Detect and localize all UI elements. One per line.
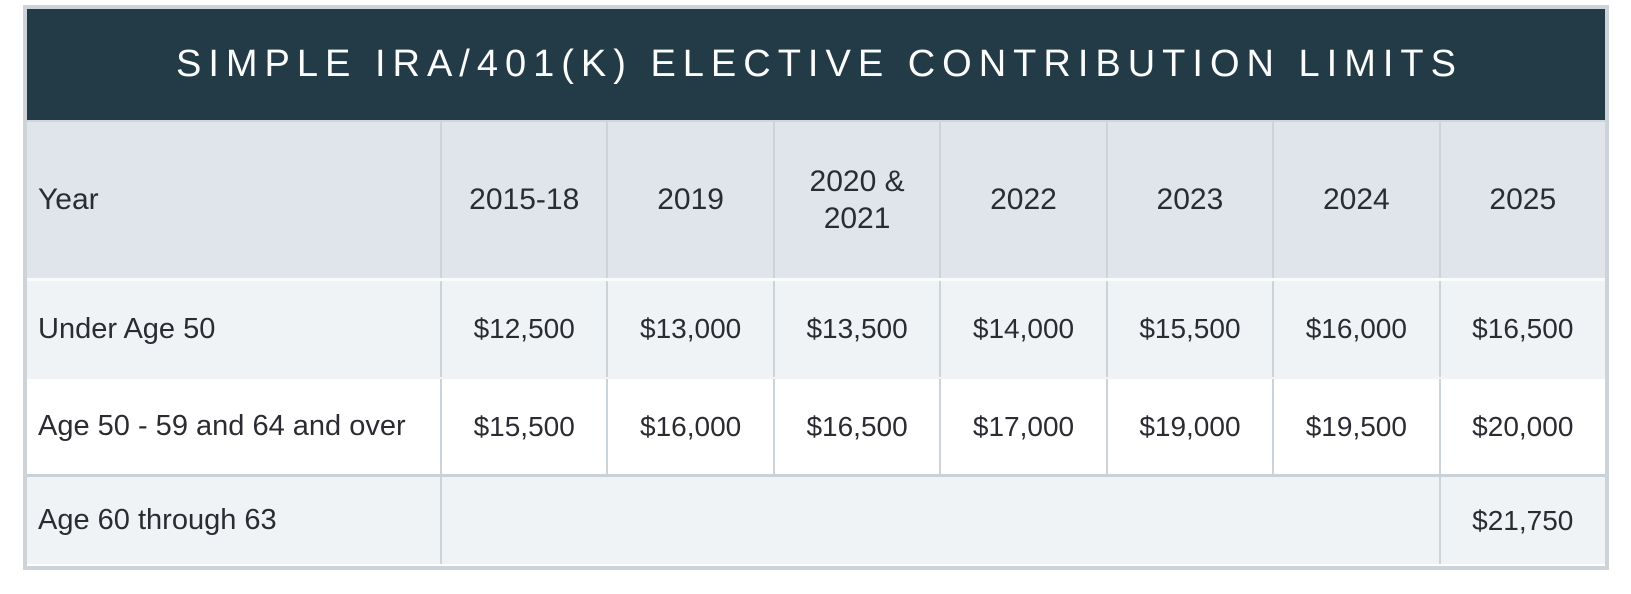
value-cell: $16,000 xyxy=(606,379,772,474)
value-cell: $17,000 xyxy=(939,379,1105,474)
table-row-under-age-50: Under Age 50 $12,500 $13,000 $13,500 $14… xyxy=(27,278,1605,377)
column-header-2020-2021: 2020 & 2021 xyxy=(772,122,939,278)
value-cell: $12,500 xyxy=(440,281,606,377)
value-cell: $14,000 xyxy=(939,281,1105,377)
table-row-age-60-through-63: Age 60 through 63 $21,750 xyxy=(27,474,1605,564)
value-cell: $16,500 xyxy=(772,379,939,474)
value-cell: $20,000 xyxy=(1438,379,1605,474)
value-cell: $15,500 xyxy=(1105,281,1272,377)
value-cell: $13,000 xyxy=(606,281,772,377)
column-header-year: Year xyxy=(38,183,99,216)
value-cell: $13,500 xyxy=(772,281,939,377)
column-header-2022: 2022 xyxy=(939,122,1105,278)
table-title-bar: SIMPLE IRA/401(K) ELECTIVE CONTRIBUTION … xyxy=(27,9,1605,120)
value-cell: $16,000 xyxy=(1272,281,1438,377)
value-cell: $15,500 xyxy=(440,379,606,474)
value-cell: $19,500 xyxy=(1272,379,1438,474)
row-label: Age 60 through 63 xyxy=(38,504,277,536)
value-cell: $19,000 xyxy=(1105,379,1272,474)
column-header-2023: 2023 xyxy=(1105,122,1272,278)
empty-merged-cell xyxy=(440,477,1439,564)
column-header-2025: 2025 xyxy=(1438,122,1605,278)
value-cell: $16,500 xyxy=(1438,281,1605,377)
table-row-age-50-59-and-64-over: Age 50 - 59 and 64 and over $15,500 $16,… xyxy=(27,377,1605,474)
table-title: SIMPLE IRA/401(K) ELECTIVE CONTRIBUTION … xyxy=(176,43,1463,85)
contribution-limits-table: SIMPLE IRA/401(K) ELECTIVE CONTRIBUTION … xyxy=(23,5,1609,570)
row-label: Age 50 - 59 and 64 and over xyxy=(38,410,406,442)
column-header-2024: 2024 xyxy=(1272,122,1438,278)
row-label: Under Age 50 xyxy=(38,312,216,345)
value-cell: $21,750 xyxy=(1438,477,1605,564)
table-header-row: Year 2015-18 2019 2020 & 2021 2022 2023 … xyxy=(27,120,1605,278)
column-header-2015-18: 2015-18 xyxy=(440,122,606,278)
column-header-2019: 2019 xyxy=(606,122,772,278)
